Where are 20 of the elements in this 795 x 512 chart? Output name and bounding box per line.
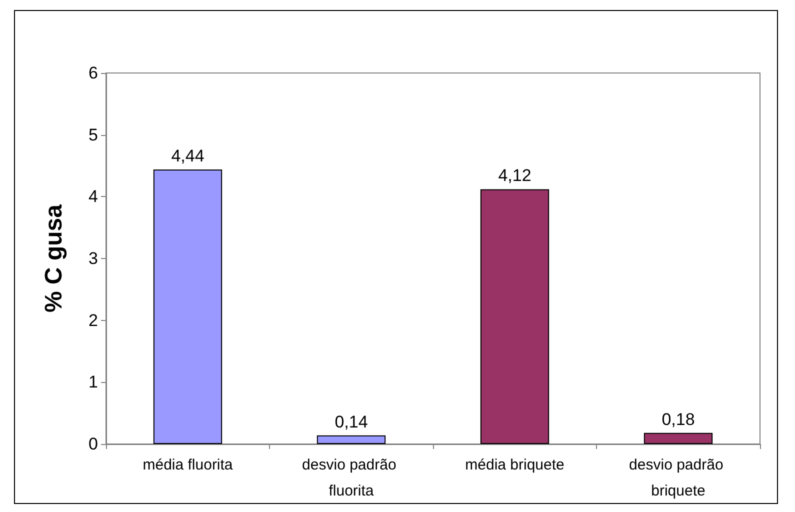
data-label: 4,12 (498, 166, 532, 186)
x-tick-label: média fluorita (142, 456, 234, 474)
y-tick-label: 6 (88, 64, 98, 82)
y-tick-label: 3 (88, 249, 98, 268)
bar (480, 189, 550, 444)
y-tick-label: 0 (88, 434, 98, 454)
y-tick-label: 5 (88, 125, 98, 144)
data-label: 0,18 (662, 410, 695, 429)
y-tick-label: 2 (88, 310, 98, 330)
data-label: 4,44 (171, 146, 204, 166)
bar (153, 169, 222, 444)
y-axis-title: % C gusa (40, 204, 68, 313)
data-label: 0,14 (334, 412, 368, 432)
x-tick-label: média briquete (465, 456, 564, 474)
x-tick-label: desvio padrão briquete (629, 456, 728, 500)
bar (316, 435, 386, 444)
y-tick-label: 1 (88, 372, 98, 392)
x-tick-label: desvio padrão fluorita (302, 456, 400, 500)
bar (644, 432, 713, 444)
y-tick-label: 4 (88, 187, 98, 206)
